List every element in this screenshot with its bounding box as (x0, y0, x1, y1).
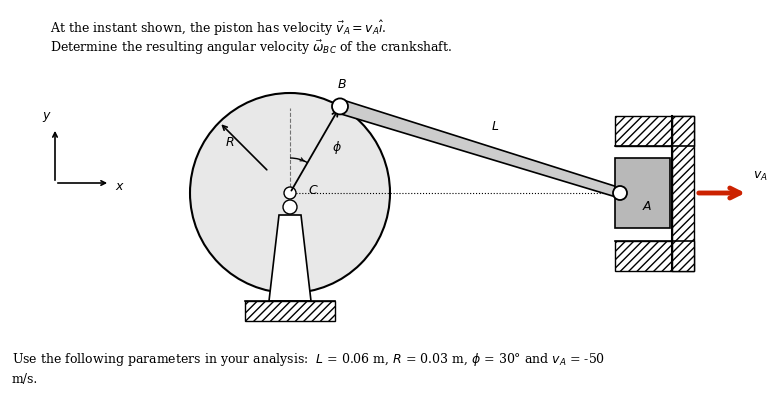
Bar (245, 301, 335, 321)
Text: $B$: $B$ (337, 78, 347, 91)
Text: $x$: $x$ (115, 179, 125, 192)
Text: $A$: $A$ (642, 199, 653, 212)
Text: $L$: $L$ (491, 119, 499, 133)
Text: Use the following parameters in your analysis:  $L$ = 0.06 m, $R$ = 0.03 m, $\ph: Use the following parameters in your ana… (12, 350, 605, 367)
Circle shape (283, 201, 297, 214)
Bar (615, 159, 670, 228)
Text: $C$: $C$ (308, 183, 318, 196)
Polygon shape (269, 216, 311, 301)
Text: m/s.: m/s. (12, 372, 39, 385)
Text: $v_A$: $v_A$ (753, 169, 768, 182)
Bar (615, 241, 694, 271)
Text: $y$: $y$ (42, 110, 52, 124)
Polygon shape (338, 100, 621, 198)
Circle shape (613, 187, 627, 201)
Text: Determine the resulting angular velocity $\vec{\omega}_{BC}$ of the crankshaft.: Determine the resulting angular velocity… (50, 39, 453, 57)
Circle shape (284, 188, 296, 199)
Text: $\phi$: $\phi$ (332, 139, 342, 156)
Bar (615, 116, 694, 146)
Text: At the instant shown, the piston has velocity $\vec{v}_A = v_A\hat{\imath}$.: At the instant shown, the piston has vel… (50, 19, 387, 38)
Circle shape (332, 99, 348, 115)
Circle shape (190, 94, 390, 293)
Text: $R$: $R$ (225, 135, 234, 148)
Bar (672, 116, 694, 271)
